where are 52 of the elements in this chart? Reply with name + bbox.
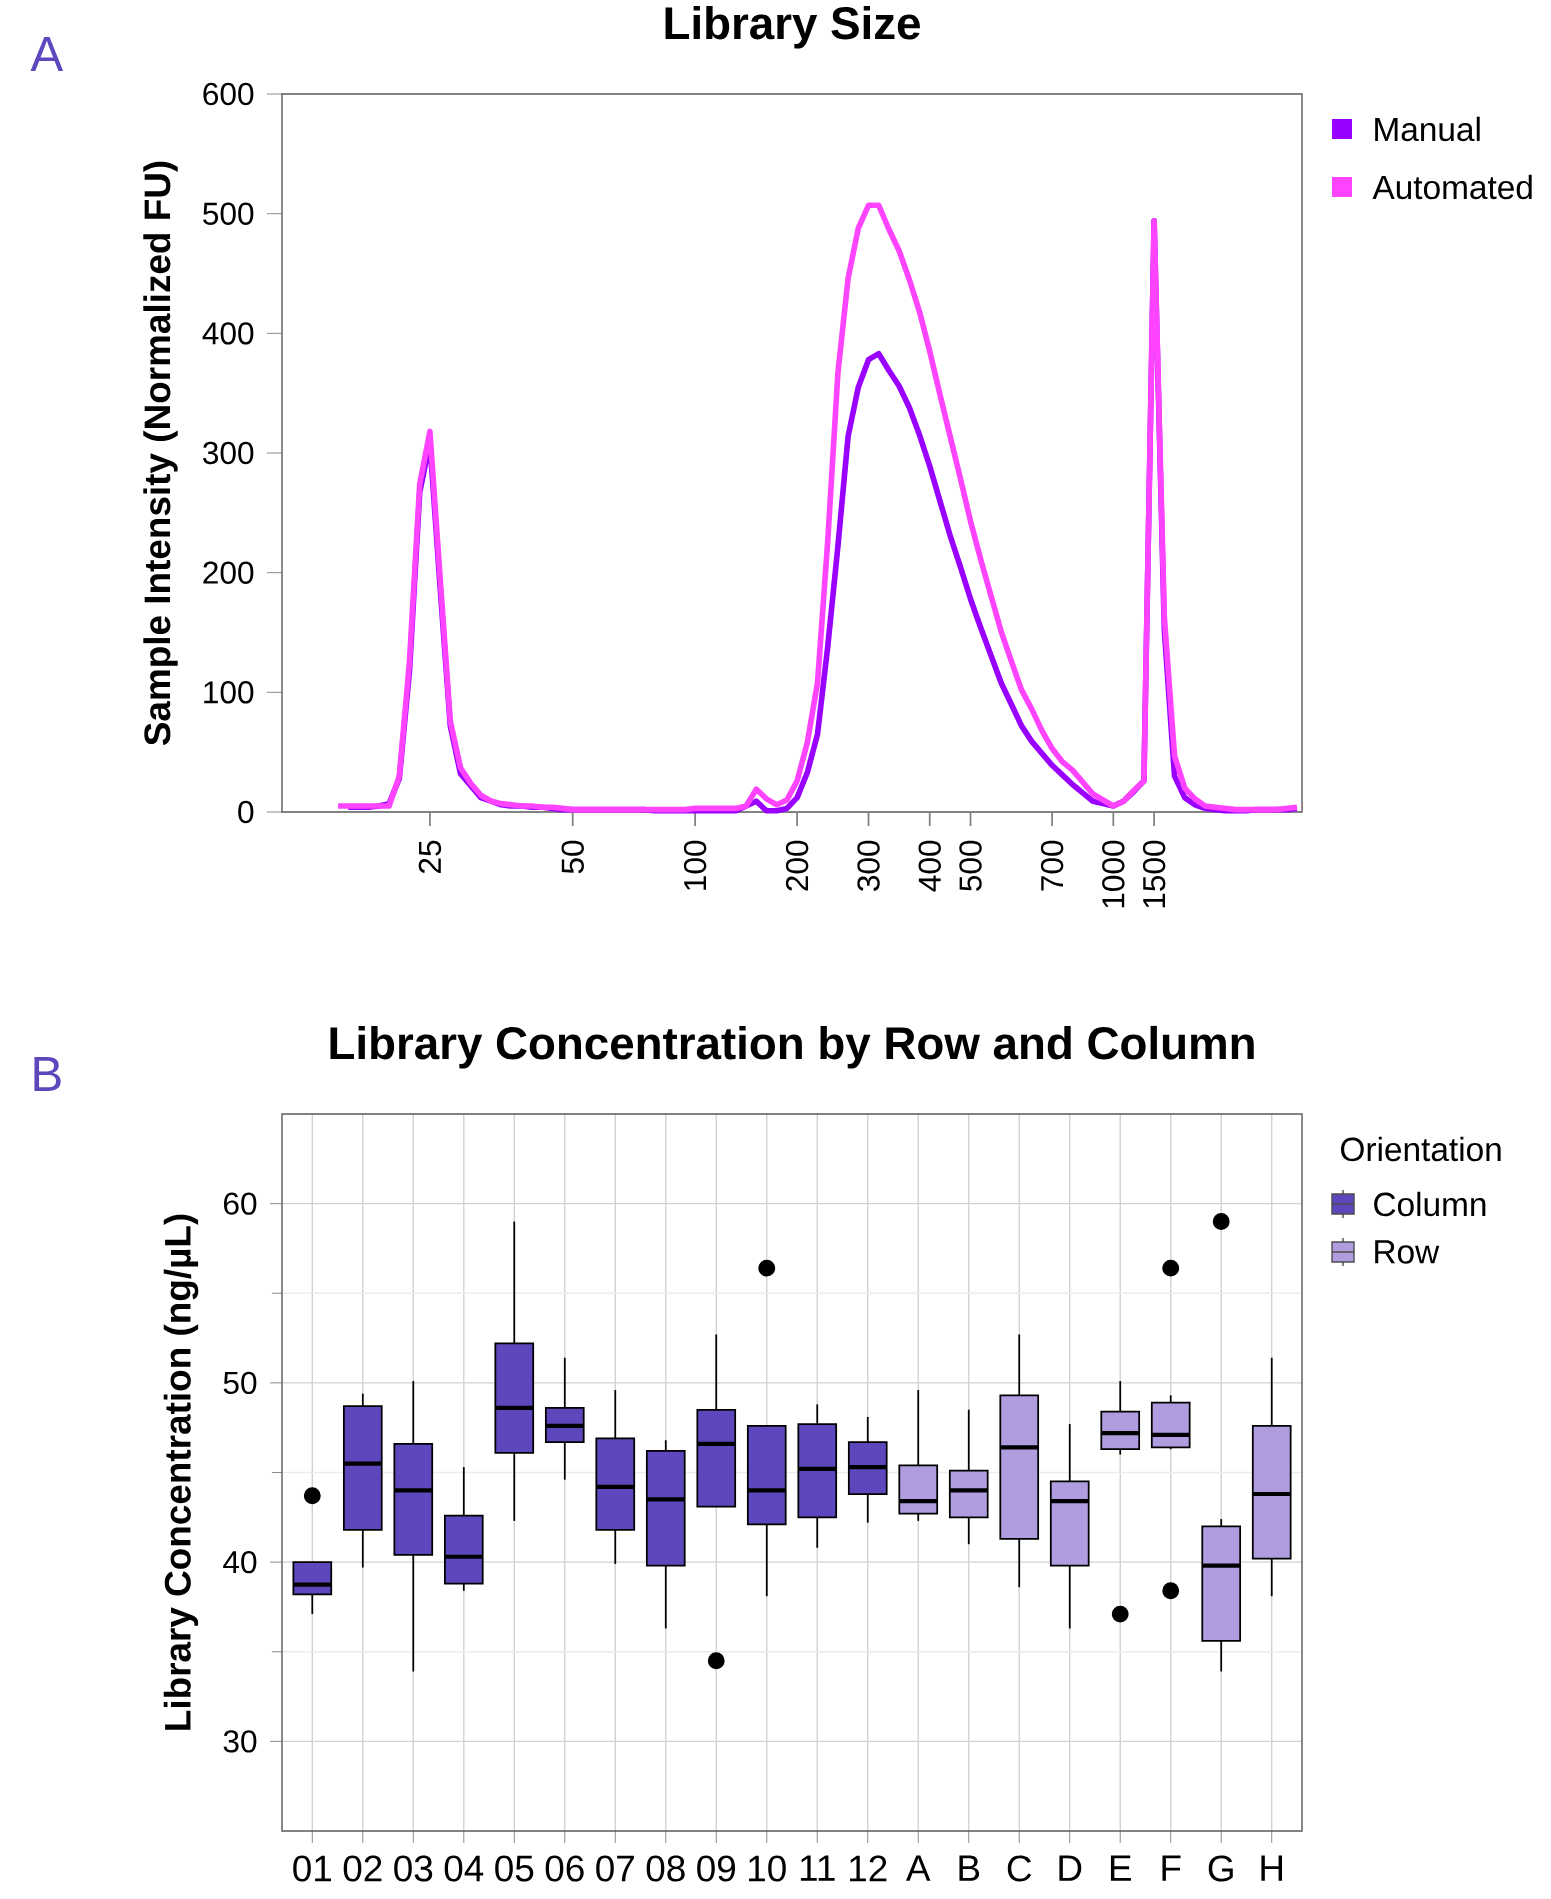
text: B	[34, 1057, 61, 1091]
legend-label: Row	[1375, 1240, 1440, 1264]
y-tick-label: 60	[224, 1192, 257, 1215]
x-tick-label: B	[959, 1855, 980, 1881]
x-tick-label: 09	[697, 1855, 735, 1882]
legend-label: Manual	[1375, 116, 1480, 142]
x-tick-label: 04	[444, 1855, 484, 1882]
y-tick-label: 600	[203, 82, 254, 106]
x-tick-label: 500	[959, 840, 982, 891]
x-tick-label: C	[1007, 1855, 1032, 1882]
y-tick-label: 500	[203, 202, 254, 225]
x-tick-label: 400	[918, 840, 941, 892]
x-tick-label: G	[1208, 1855, 1233, 1882]
x-tick-label: 03	[394, 1855, 433, 1882]
x-tick-label: 300	[857, 840, 880, 891]
text: A	[30, 37, 64, 71]
y-tick-label: 50	[223, 1371, 257, 1395]
y-tick-label: 300	[203, 441, 254, 465]
y-axis-title: Library Concentration (ng/µL)	[163, 1214, 199, 1730]
x-tick-label: 01	[293, 1855, 331, 1882]
x-tick-label: 200	[785, 840, 809, 891]
x-tick-label: E	[1110, 1855, 1131, 1881]
x-tick-label: A	[905, 1855, 931, 1881]
y-tick-label: 40	[223, 1550, 257, 1574]
chart-title: Library Concentration by Row and Column	[330, 1025, 1254, 1069]
legend-label: Automated	[1372, 174, 1532, 200]
x-tick-label: 08	[646, 1855, 685, 1882]
x-tick-label: 05	[495, 1855, 534, 1882]
x-tick-label: 06	[545, 1855, 584, 1882]
legend-title: Orientation	[1341, 1136, 1501, 1162]
x-tick-label: 07	[596, 1855, 634, 1882]
y-tick-label: 200	[203, 561, 254, 584]
x-tick-label: 02	[343, 1855, 382, 1882]
x-tick-label: 11	[800, 1855, 835, 1881]
chart-title: Library Size	[665, 5, 920, 49]
legend-label: Column	[1374, 1191, 1486, 1217]
y-tick-label: 0	[238, 800, 254, 824]
x-tick-label: 25	[418, 840, 442, 873]
x-tick-label: F	[1162, 1855, 1181, 1881]
y-tick-label: 400	[202, 322, 254, 345]
x-tick-label: 12	[850, 1855, 887, 1882]
x-tick-label: 100	[683, 840, 707, 890]
y-axis-title: Sample Intensity (Normalized FU)	[143, 161, 178, 746]
y-tick-label: 100	[204, 681, 254, 704]
x-tick-label: 50	[561, 840, 584, 874]
x-tick-label: H	[1261, 1855, 1283, 1881]
x-tick-label: 1000	[1102, 840, 1125, 908]
x-tick-label: 1500	[1142, 840, 1166, 908]
x-tick-label: D	[1059, 1855, 1082, 1881]
x-tick-label: 700	[1040, 840, 1064, 891]
x-tick-label: 10	[749, 1855, 786, 1882]
y-tick-label: 30	[223, 1730, 257, 1753]
